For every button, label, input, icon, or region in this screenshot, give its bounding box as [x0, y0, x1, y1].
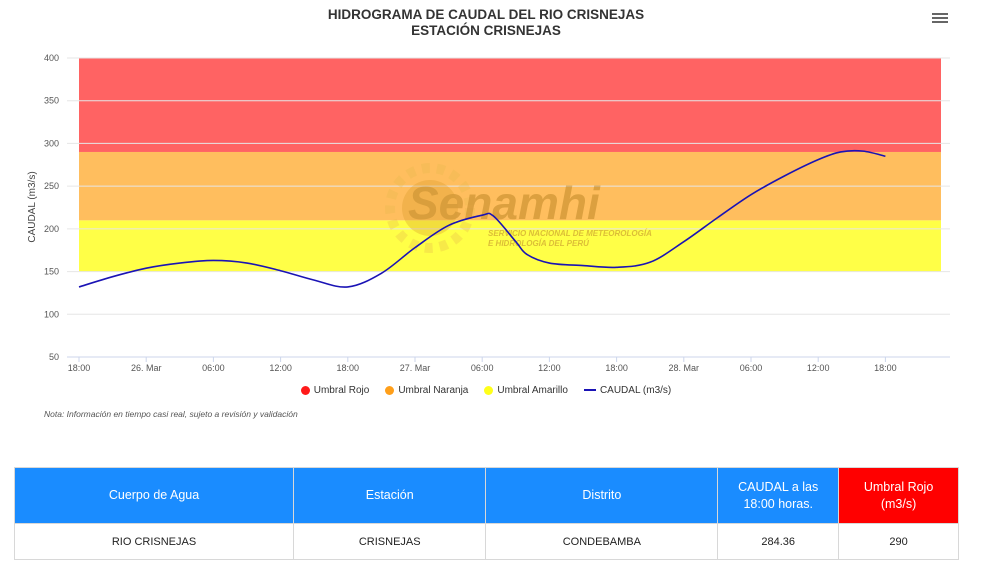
y-tick-label: 300 — [44, 138, 59, 148]
legend-item[interactable]: Umbral Amarillo — [484, 385, 568, 396]
x-tick-label: 12:00 — [538, 363, 561, 373]
legend-label: CAUDAL (m3/s) — [599, 385, 672, 396]
legend-label: Umbral Amarillo — [497, 385, 568, 396]
x-tick-label: 12:00 — [269, 363, 292, 373]
menu-bar-2 — [932, 17, 948, 19]
menu-bar-1 — [932, 13, 948, 15]
table-header-cell: Estación — [293, 467, 487, 524]
y-tick-label: 200 — [44, 224, 59, 234]
y-tick-label: 100 — [44, 309, 59, 319]
legend-dot-swatch — [385, 385, 395, 395]
y-tick-label: 350 — [44, 96, 59, 106]
legend-item[interactable]: Umbral Naranja — [385, 385, 468, 396]
sun-logo-icon — [385, 163, 475, 253]
legend-dot-swatch — [484, 385, 494, 395]
legend-dot-swatch — [300, 385, 310, 395]
legend-item[interactable]: Umbral Rojo — [300, 385, 370, 396]
y-axis-label: CAUDAL (m3/s) — [27, 171, 38, 242]
x-tick-label: 12:00 — [807, 363, 830, 373]
legend-label: Umbral Naranja — [398, 385, 469, 396]
x-tick-label: 28. Mar — [669, 363, 700, 373]
menu-bar-3 — [932, 21, 948, 23]
table-row: RIO CRISNEJAS CRISNEJAS CONDEBAMBA 284.36 29… — [13, 523, 959, 560]
x-tick-label: 18:00 — [337, 363, 360, 373]
table-header-cell: Distrito — [485, 467, 719, 524]
hydrograph-chart: Senamhi SERVICIO NACIONAL DE METEOROLOGÍ… — [27, 53, 950, 373]
chart-title-line1: HIDROGRAMA DE CAUDAL DEL RIO CRISNEJAS — [327, 7, 645, 22]
data-note: Nota: Información en tiempo casi real, s… — [44, 409, 298, 419]
table-header-row: Cuerpo de Agua Estación Distrito CAUDAL a l… — [13, 467, 959, 524]
table-header-cell: CAUDAL a las 18:00 horas. — [717, 467, 840, 524]
x-axis: 18:00 26. Mar 06:00 12:00 18:00 27. Mar 06:00 1… — [67, 356, 950, 373]
watermark-sub-line2: E HIDROLOGÍA DEL PERÚ — [488, 239, 589, 248]
y-tick-label: 400 — [44, 53, 59, 63]
watermark-brand: Senamhi — [408, 177, 601, 229]
x-tick-label: 06:00 — [471, 363, 494, 373]
table-header-cell: Umbral Rojo (m3/s) — [838, 467, 959, 524]
series-line-caudal — [78, 149, 886, 288]
band-umbral-rojo — [79, 58, 941, 152]
table-cell: 290 — [838, 523, 959, 560]
table-header-cell: Cuerpo de Agua — [13, 467, 295, 524]
x-tick-label: 06:00 — [740, 363, 763, 373]
x-tick-label: 06:00 — [202, 363, 225, 373]
chart-title-line2: ESTACIÓN CRISNEJAS — [411, 23, 561, 38]
x-tick-label: 18:00 — [68, 363, 91, 373]
y-tick-label: 150 — [44, 267, 59, 277]
table-cell: RIO CRISNEJAS — [13, 523, 295, 560]
hamburger-menu-icon[interactable] — [932, 11, 948, 25]
legend-line-swatch — [583, 389, 596, 392]
y-axis: 50 100 150 200 250 300 350 400 — [44, 53, 59, 362]
station-table: Cuerpo de Agua Estación Distrito CAUDAL a l… — [13, 467, 959, 560]
legend-item[interactable]: CAUDAL (m3/s) — [583, 385, 672, 396]
chart-title: HIDROGRAMA DE CAUDAL DEL RIO CRISNEJAS E… — [0, 7, 972, 39]
chart-legend: Umbral Rojo Umbral Naranja Umbral Amarillo… — [0, 385, 972, 396]
x-tick-label: 27. Mar — [400, 363, 431, 373]
caudal-series — [78, 149, 886, 288]
watermark-sub-line1: SERVICIO NACIONAL DE METEOROLOGÍA — [488, 229, 652, 238]
x-tick-label: 26. Mar — [131, 363, 162, 373]
table-cell: CRISNEJAS — [293, 523, 487, 560]
y-tick-label: 50 — [49, 352, 59, 362]
table-cell: CONDEBAMBA — [485, 523, 719, 560]
senamhi-watermark: Senamhi SERVICIO NACIONAL DE METEOROLOGÍ… — [385, 163, 652, 253]
y-tick-label: 250 — [44, 181, 59, 191]
table-cell: 284.36 — [717, 523, 840, 560]
x-tick-label: 18:00 — [605, 363, 628, 373]
x-tick-label: 18:00 — [874, 363, 897, 373]
legend-label: Umbral Rojo — [313, 385, 370, 396]
